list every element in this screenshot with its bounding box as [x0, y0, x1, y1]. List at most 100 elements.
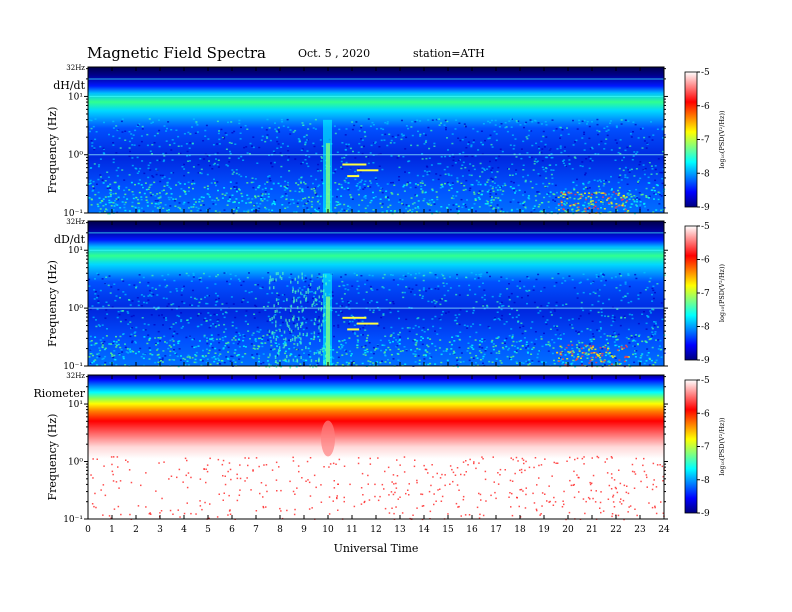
- noise-speck: [612, 494, 615, 497]
- noise-speck: [262, 306, 265, 308]
- noise-speck: [557, 273, 560, 275]
- noise-speck: [93, 505, 95, 508]
- noise-speck: [481, 190, 484, 192]
- noise-speck: [582, 204, 585, 207]
- noise-speck: [364, 500, 366, 503]
- noise-speck: [496, 301, 499, 303]
- noise-speck: [358, 142, 361, 145]
- noise-speck: [458, 505, 460, 508]
- noise-speck: [298, 311, 300, 313]
- noise-speck: [482, 355, 485, 358]
- noise-speck: [372, 352, 375, 355]
- noise-speck: [577, 476, 579, 479]
- noise-speck: [562, 277, 565, 279]
- noise-speck: [347, 205, 350, 207]
- noise-speck: [524, 207, 527, 210]
- noise-speck: [506, 211, 509, 213]
- activity-speck: [299, 300, 302, 304]
- noise-speck: [473, 203, 476, 205]
- noise-speck: [655, 339, 657, 341]
- noise-speck: [196, 209, 199, 212]
- noise-speck: [585, 352, 588, 354]
- noise-speck: [235, 186, 238, 188]
- noise-speck: [540, 202, 543, 204]
- activity-speck: [626, 200, 629, 202]
- noise-speck: [206, 287, 209, 289]
- noise-speck: [352, 360, 355, 363]
- noise-speck: [591, 159, 594, 162]
- noise-speck: [645, 147, 648, 149]
- noise-speck: [494, 197, 497, 199]
- noise-speck: [88, 356, 91, 358]
- noise-speck: [224, 335, 227, 338]
- noise-speck: [256, 330, 259, 333]
- activity-speck: [271, 331, 273, 335]
- noise-speck: [277, 336, 280, 339]
- noise-speck: [191, 183, 193, 185]
- activity-speck: [595, 356, 597, 359]
- spectrogram-background: [88, 375, 664, 519]
- noise-speck: [267, 356, 270, 359]
- noise-speck: [138, 191, 141, 194]
- noise-speck: [508, 313, 511, 315]
- noise-speck: [511, 335, 514, 338]
- noise-speck: [652, 462, 655, 465]
- noise-speck: [275, 342, 278, 344]
- noise-speck: [211, 346, 214, 349]
- noise-speck: [380, 206, 383, 208]
- noise-speck: [360, 487, 363, 489]
- noise-speck: [620, 344, 623, 347]
- noise-speck: [312, 338, 315, 341]
- noise-speck: [107, 196, 110, 198]
- noise-speck: [507, 349, 510, 351]
- noise-speck: [298, 191, 301, 193]
- noise-speck: [491, 198, 493, 201]
- noise-speck: [89, 179, 92, 182]
- noise-speck: [118, 487, 120, 489]
- noise-speck: [456, 179, 459, 182]
- noise-speck: [573, 351, 575, 354]
- noise-speck: [370, 300, 373, 302]
- noise-speck: [508, 120, 511, 122]
- noise-speck: [520, 488, 523, 491]
- noise-speck: [254, 196, 257, 199]
- noise-speck: [604, 461, 606, 463]
- noise-speck: [495, 139, 498, 142]
- noise-speck: [446, 359, 449, 362]
- noise-speck: [525, 121, 528, 124]
- noise-speck: [226, 280, 228, 283]
- noise-speck: [241, 355, 244, 358]
- noise-speck: [305, 359, 308, 362]
- noise-speck: [366, 348, 369, 351]
- noise-speck: [472, 165, 475, 167]
- noise-speck: [402, 155, 405, 158]
- noise-speck: [361, 334, 364, 336]
- noise-speck: [439, 318, 442, 321]
- noise-speck: [144, 353, 147, 356]
- noise-speck: [436, 196, 439, 198]
- noise-speck: [424, 354, 427, 356]
- noise-speck: [430, 129, 433, 132]
- noise-speck: [333, 171, 336, 173]
- noise-speck: [448, 155, 451, 157]
- noise-speck: [190, 296, 193, 298]
- noise-speck: [649, 358, 651, 360]
- noise-speck: [375, 364, 378, 367]
- noise-speck: [442, 350, 445, 352]
- noise-speck: [345, 143, 348, 145]
- noise-speck: [141, 160, 144, 162]
- noise-speck: [384, 196, 387, 199]
- activity-speck: [318, 285, 321, 289]
- noise-speck: [154, 205, 157, 208]
- noise-speck: [140, 140, 143, 143]
- noise-speck: [582, 347, 585, 349]
- noise-speck: [549, 500, 551, 503]
- noise-speck: [242, 297, 245, 300]
- noise-speck: [106, 171, 109, 173]
- noise-speck: [124, 130, 127, 132]
- noise-speck: [235, 310, 238, 313]
- noise-speck: [183, 512, 186, 515]
- noise-speck: [158, 206, 161, 208]
- activity-speck: [571, 344, 574, 346]
- noise-speck: [331, 211, 334, 213]
